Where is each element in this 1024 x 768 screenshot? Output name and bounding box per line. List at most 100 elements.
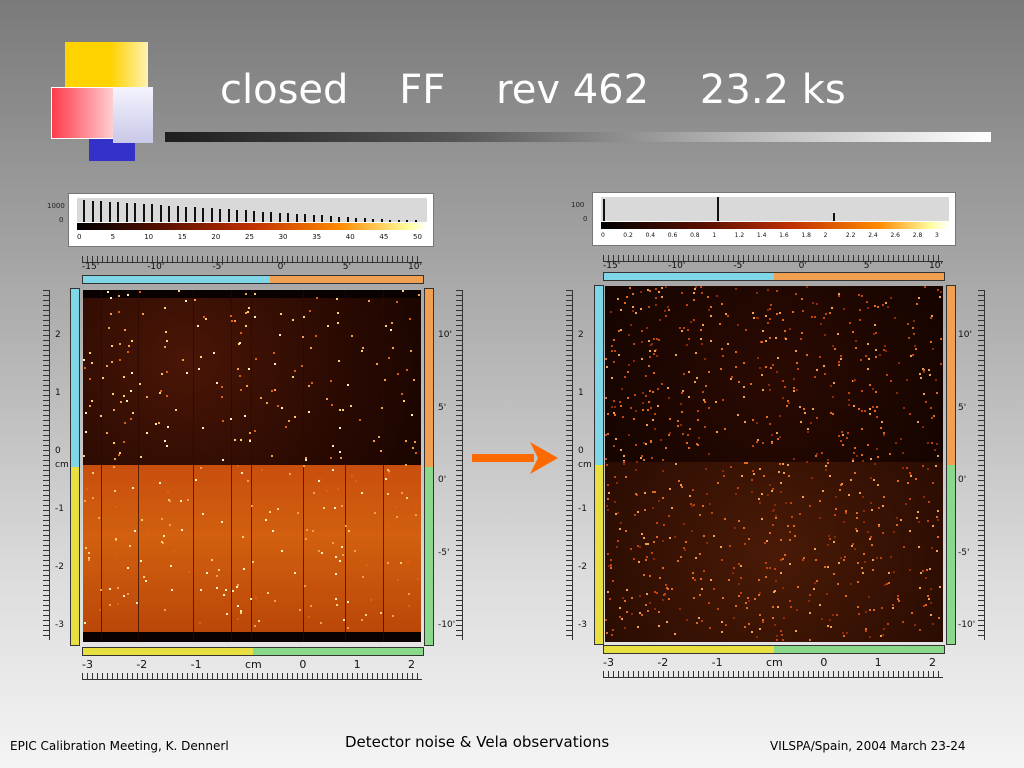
left-image-speck — [310, 605, 312, 607]
right-image-speck — [907, 482, 909, 484]
left-image-speck — [131, 340, 133, 342]
right-image-speck — [687, 329, 689, 331]
right-image-speck — [722, 399, 724, 401]
right-image-speck — [686, 442, 688, 444]
left-image-speck — [401, 492, 403, 494]
right-image-speck — [692, 572, 694, 574]
right-image-speck — [616, 546, 618, 548]
right-image-speck — [769, 423, 771, 425]
right-image-speck — [922, 570, 924, 572]
right-image-speck — [658, 291, 660, 293]
right-image-speck — [775, 580, 777, 582]
left-image-speck — [197, 325, 199, 327]
left-right-strip — [424, 288, 434, 646]
left-bottom-ruler — [82, 673, 422, 680]
right-image-speck — [615, 438, 617, 440]
right-image-speck — [840, 358, 842, 360]
left-image-speck — [239, 375, 241, 377]
left-image-speck — [304, 585, 306, 587]
right-image-speck — [761, 374, 763, 376]
right-image-speck — [923, 605, 925, 607]
left-image-speck — [132, 412, 134, 414]
right-image-speck — [932, 482, 934, 484]
right-image-speck — [614, 476, 616, 478]
right-image-speck — [703, 570, 705, 572]
right-image-speck — [646, 424, 648, 426]
right-image-speck — [668, 598, 670, 600]
right-image-speck — [633, 343, 635, 345]
right-image-speck — [752, 312, 754, 314]
left-hist-bar — [176, 206, 179, 222]
left-hist-bar — [346, 217, 349, 222]
left-hist-colorbar — [77, 223, 427, 230]
right-image-speck — [774, 568, 776, 570]
right-image-speck — [664, 310, 666, 312]
right-image-speck — [930, 317, 932, 319]
right-image-speck — [874, 410, 876, 412]
left-image-speck — [361, 619, 363, 621]
left-image-speck — [85, 547, 87, 549]
right-image-speck — [770, 367, 772, 369]
left-image-speck — [237, 605, 239, 607]
right-image-speck — [857, 606, 859, 608]
left-image-speck — [88, 552, 90, 554]
right-image-speck — [767, 289, 769, 291]
left-image-speck — [332, 469, 334, 471]
right-image-speck — [607, 509, 609, 511]
right-image-speck — [878, 507, 880, 509]
right-image-speck — [623, 463, 625, 465]
right-image-speck — [809, 612, 811, 614]
right-image-speck — [738, 583, 740, 585]
right-image-speck — [730, 378, 732, 380]
right-image-speck — [918, 521, 920, 523]
right-image-speck — [642, 409, 644, 411]
right-image-speck — [865, 611, 867, 613]
right-image-speck — [693, 504, 695, 506]
right-image-speck — [759, 614, 761, 616]
left-image-speck — [414, 441, 416, 443]
left-image-speck — [116, 554, 118, 556]
right-image-speck — [710, 340, 712, 342]
left-image-speck — [202, 513, 204, 515]
right-image-speck — [869, 636, 871, 638]
right-image-speck — [623, 461, 625, 463]
right-image-speck — [776, 290, 778, 292]
left-image-speck — [292, 319, 294, 321]
right-image-speck — [852, 458, 854, 460]
right-image-speck — [632, 310, 634, 312]
right-image-speck — [790, 502, 792, 504]
right-image-speck — [814, 548, 816, 550]
right-image-speck — [653, 558, 655, 560]
right-image-speck — [744, 421, 746, 423]
right-image-speck — [940, 291, 942, 293]
right-image-speck — [935, 379, 937, 381]
right-image-speck — [865, 630, 867, 632]
right-image-speck — [620, 449, 622, 451]
right-image-bottom-half — [605, 462, 943, 642]
left-image-speck — [83, 455, 85, 457]
left-image-speck — [417, 578, 419, 580]
left-image-speck — [182, 359, 184, 361]
right-image-speck — [797, 586, 799, 588]
right-image-speck — [896, 524, 898, 526]
right-image-speck — [724, 518, 726, 520]
left-image-speck — [175, 409, 177, 411]
left-image-speck — [302, 336, 304, 338]
right-right-tick-2: 0' — [958, 475, 967, 485]
left-image-speck — [400, 562, 402, 564]
right-image-speck — [875, 332, 877, 334]
left-hist-xtick-0: 0 — [77, 233, 82, 241]
right-image-speck — [829, 619, 831, 621]
left-image-speck — [331, 404, 333, 406]
right-image-speck — [937, 455, 939, 457]
left-image-speck — [89, 352, 91, 354]
right-bottom-tick-2: -1 — [711, 656, 723, 669]
right-image-speck — [801, 298, 803, 300]
left-image-speck — [392, 347, 394, 349]
right-image-speck — [848, 399, 850, 401]
left-image-speck — [288, 420, 290, 422]
right-image-speck — [837, 333, 839, 335]
right-image-speck — [613, 400, 615, 402]
right-image-speck — [789, 328, 791, 330]
right-image-speck — [704, 426, 706, 428]
